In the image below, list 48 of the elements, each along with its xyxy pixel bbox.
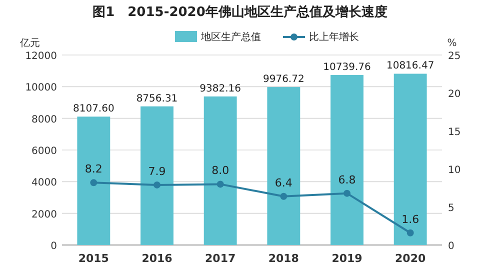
point — [344, 190, 350, 197]
bar — [394, 74, 427, 245]
y2-tick-label: 10 — [448, 165, 461, 176]
x-tick-label: 2019 — [332, 252, 362, 265]
point — [154, 181, 160, 188]
x-tick-label: 2017 — [205, 252, 236, 265]
data-label: 6.8 — [338, 173, 356, 186]
y-tick-label: 2000 — [32, 209, 57, 220]
data-label: 10739.76 — [323, 62, 371, 73]
data-label: 6.4 — [274, 176, 292, 190]
bar — [267, 87, 300, 245]
point — [406, 229, 414, 236]
y-tick-label: 8000 — [32, 114, 57, 126]
y2-tick-label: 0 — [448, 241, 454, 252]
y2-tick-label: 25 — [448, 51, 461, 62]
legend-label: 地区生产总值 — [200, 31, 261, 43]
data-label: 8756.31 — [136, 93, 178, 104]
data-label: 8.2 — [84, 162, 102, 176]
bar — [330, 74, 364, 245]
y-tick-label: 0 — [50, 241, 57, 252]
data-label: 8.0 — [212, 164, 230, 178]
y-tick-label: 4000 — [32, 178, 57, 189]
x-tick-label: 2020 — [395, 252, 426, 265]
data-label: 9976.72 — [262, 74, 304, 86]
y2-tick-label: 5 — [448, 203, 454, 214]
point — [90, 179, 98, 186]
chart-title: 图1 2015-2020年佛山地区生产总值及增长速度 — [92, 4, 388, 20]
data-label: 1.6 — [402, 212, 420, 226]
data-label: 10816.47 — [386, 60, 434, 72]
x-tick-label: 2015 — [78, 252, 109, 265]
bar — [204, 96, 237, 245]
x-tick-label: 2016 — [142, 252, 173, 265]
data-label: 7.9 — [148, 164, 166, 178]
bar — [140, 106, 174, 245]
bar — [77, 116, 110, 245]
data-label: 9382.16 — [200, 83, 242, 94]
y-tick-label: 6000 — [32, 146, 57, 157]
y-tick-label: 12000 — [25, 51, 57, 62]
y2-tick-label: 15 — [448, 127, 461, 138]
point — [280, 192, 288, 200]
legend-label: 比上年增长 — [309, 31, 359, 43]
x-tick-label: 2018 — [268, 252, 299, 265]
y2-axis-title: % — [447, 38, 457, 49]
y-axis-title: 亿元 — [19, 38, 40, 49]
y2-tick-label: 20 — [448, 89, 461, 100]
y-tick-label: 10000 — [25, 82, 57, 94]
data-label: 8107.60 — [72, 104, 114, 115]
point — [216, 180, 224, 188]
